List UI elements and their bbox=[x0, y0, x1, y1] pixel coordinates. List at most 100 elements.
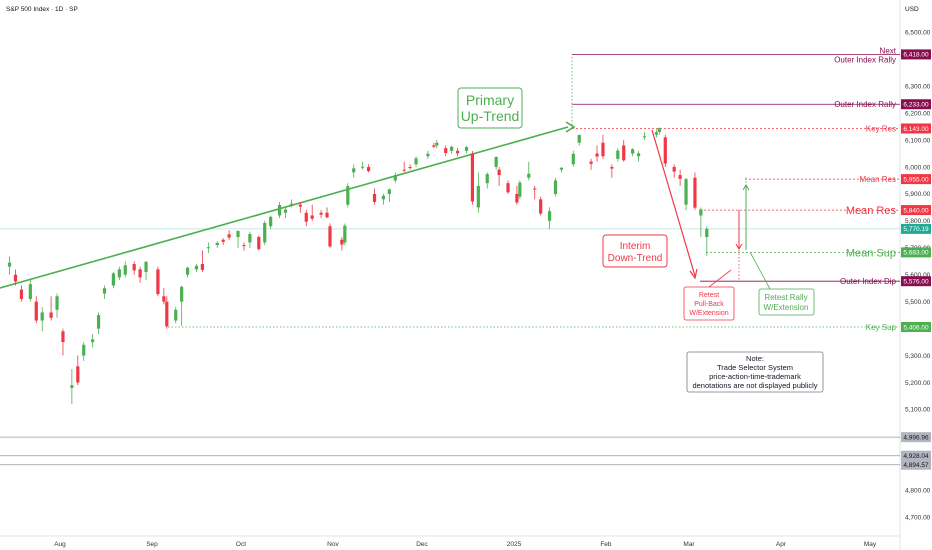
candle-body bbox=[464, 147, 469, 151]
pullback-pointer bbox=[708, 269, 732, 288]
candle-body bbox=[435, 142, 439, 146]
candle-body bbox=[242, 245, 246, 247]
note-box: Note: Trade Selector System price-action… bbox=[686, 351, 824, 393]
candle-body bbox=[180, 286, 184, 302]
candle-body bbox=[96, 315, 101, 329]
x-tick-label: Oct bbox=[236, 541, 246, 548]
candle-body bbox=[444, 148, 448, 153]
retest-pullback-line3: W/Extension bbox=[689, 310, 728, 317]
x-tick-label: May bbox=[864, 541, 877, 548]
price-axis[interactable]: 4,700.00 4,800.00 5,100.00 5,200.00 5,300.00… bbox=[905, 30, 931, 522]
candle-body bbox=[221, 239, 225, 242]
candle-body bbox=[227, 234, 231, 238]
candle-body bbox=[571, 153, 575, 165]
candle-body bbox=[206, 247, 210, 249]
candle-body bbox=[553, 180, 558, 194]
y-tick-label: 5,100.00 bbox=[905, 407, 931, 414]
candle-body bbox=[414, 158, 418, 165]
x-tick-label: Mar bbox=[683, 541, 695, 548]
retest-pullback-line2: Pull-Back bbox=[694, 301, 724, 308]
primary-uptrend-arrowhead bbox=[565, 121, 576, 133]
candle-body bbox=[304, 212, 308, 222]
primary-trend-box bbox=[457, 87, 523, 129]
candle-body bbox=[162, 296, 166, 302]
candle-body bbox=[55, 296, 59, 310]
price-badge-text: 6,143.00 bbox=[903, 126, 929, 133]
candle-body bbox=[678, 175, 682, 179]
candle-body bbox=[533, 188, 537, 190]
candle-body bbox=[7, 262, 12, 267]
rally-pointer bbox=[749, 251, 771, 290]
candle-body bbox=[402, 169, 406, 171]
y-tick-label: 5,300.00 bbox=[905, 353, 931, 360]
candle-body bbox=[657, 128, 661, 132]
y-tick-label: 5,800.00 bbox=[905, 218, 931, 225]
y-tick-label: 6,000.00 bbox=[905, 164, 931, 171]
candle-body bbox=[616, 150, 620, 159]
candle-body bbox=[298, 204, 302, 207]
candle-body bbox=[49, 312, 53, 318]
y-tick-label: 4,700.00 bbox=[905, 514, 931, 521]
x-tick-label: Aug bbox=[54, 541, 66, 548]
candle-body bbox=[61, 331, 65, 343]
candle-body bbox=[319, 212, 323, 215]
candle-body bbox=[328, 226, 332, 247]
candle-body bbox=[102, 288, 107, 294]
candle-body bbox=[601, 142, 605, 157]
retest-pullback-box bbox=[683, 286, 735, 321]
candle-body bbox=[200, 263, 205, 270]
candle-body bbox=[408, 166, 412, 168]
candle-body bbox=[693, 177, 697, 208]
candle-body bbox=[165, 301, 169, 327]
pullback-arrowhead bbox=[735, 243, 743, 250]
candle-body bbox=[636, 153, 641, 157]
time-axis[interactable]: Aug Sep Oct Nov Dec 2025 Feb Mar Apr May bbox=[54, 541, 877, 548]
level-label-mean-sup: Mean Sup bbox=[846, 247, 896, 259]
candle-body bbox=[283, 209, 288, 213]
candle-body bbox=[361, 166, 365, 168]
y-tick-label: 5,600.00 bbox=[905, 272, 931, 279]
price-badge-text: 5,840.00 bbox=[903, 207, 929, 214]
price-badge-text: 4,996.96 bbox=[903, 434, 929, 441]
candle-body bbox=[506, 183, 510, 193]
candle-body bbox=[527, 173, 531, 178]
candle-body bbox=[654, 132, 658, 135]
retest-rally-line2: W/Extension bbox=[764, 303, 809, 312]
candle-body bbox=[432, 145, 436, 147]
price-badge bbox=[901, 49, 931, 60]
candle-body bbox=[343, 225, 347, 243]
price-badge-text: 5,955.00 bbox=[903, 176, 929, 183]
primary-trend-line1: Primary bbox=[466, 92, 514, 108]
candle-body bbox=[393, 175, 397, 181]
candle-body bbox=[559, 167, 564, 170]
price-badge-text: 4,928.04 bbox=[903, 453, 929, 460]
candle-body bbox=[352, 168, 356, 173]
candle-body bbox=[485, 173, 489, 184]
candle-body bbox=[589, 161, 593, 164]
candle-body bbox=[174, 309, 178, 321]
candle-body bbox=[76, 366, 80, 383]
price-badge bbox=[901, 223, 931, 234]
level-label-key-res: Key Res bbox=[866, 124, 896, 133]
note-line2: Trade Selector System bbox=[717, 363, 793, 372]
y-tick-label: 6,200.00 bbox=[905, 110, 931, 117]
y-tick-label: 6,500.00 bbox=[905, 30, 931, 37]
x-tick-label: Dec bbox=[416, 541, 428, 548]
level-label-next-outer-rally: Outer Index Rally bbox=[834, 55, 896, 64]
candle-body bbox=[366, 166, 371, 172]
retest-pullback-callout: Retest Pull-Back W/Extension bbox=[683, 286, 735, 321]
candle-body bbox=[236, 231, 240, 238]
level-label-outer-rally: Outer Index Rally bbox=[834, 100, 896, 109]
candle-body bbox=[40, 312, 44, 321]
note-line3: price-action-time-trademark bbox=[709, 372, 801, 381]
candle-body bbox=[263, 223, 267, 243]
candle-body bbox=[455, 150, 460, 154]
candle-body bbox=[497, 169, 501, 176]
candle-body bbox=[289, 203, 294, 205]
retest-rally-box bbox=[758, 288, 815, 316]
note-frame bbox=[686, 351, 824, 393]
y-tick-label: 5,900.00 bbox=[905, 191, 931, 198]
candle-body bbox=[194, 265, 199, 270]
